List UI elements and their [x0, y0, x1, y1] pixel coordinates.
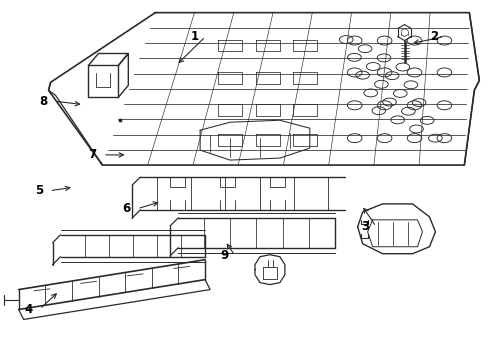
Text: 3: 3 — [361, 220, 369, 233]
Text: 4: 4 — [25, 303, 33, 316]
Text: 1: 1 — [190, 30, 199, 43]
Text: 5: 5 — [35, 184, 43, 197]
Text: 7: 7 — [88, 148, 96, 161]
Text: 2: 2 — [429, 30, 437, 43]
Text: 8: 8 — [40, 95, 48, 108]
Text: 9: 9 — [220, 249, 228, 262]
Text: 6: 6 — [122, 202, 130, 215]
